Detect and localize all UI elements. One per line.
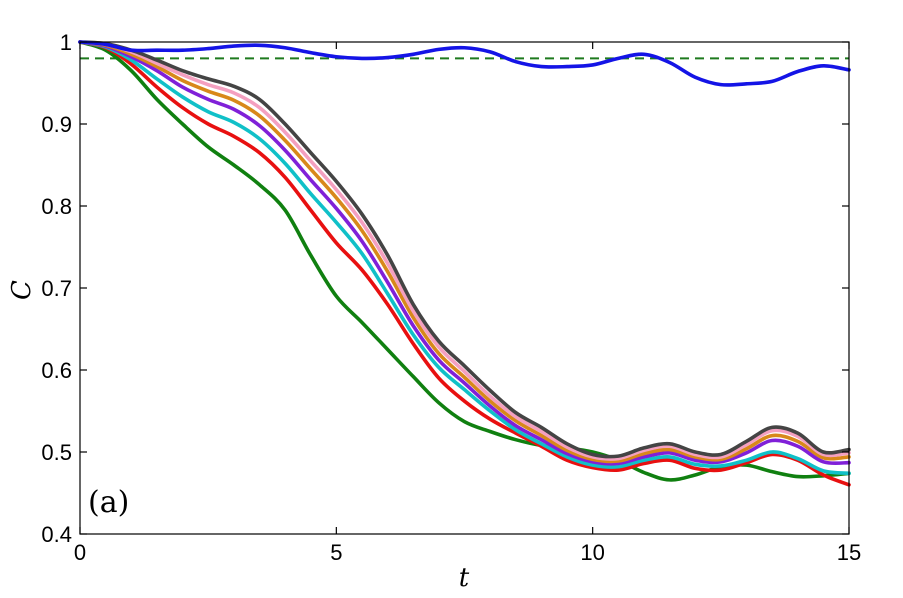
y-tick-label: 1 [60, 30, 72, 55]
series-line-7 [78, 40, 851, 487]
x-tick-label: 10 [580, 540, 604, 565]
y-tick-label: 0.7 [41, 276, 72, 301]
series-line-1 [78, 40, 851, 87]
y-tick-label: 0.9 [41, 112, 72, 137]
y-tick-label: 0.4 [41, 522, 72, 547]
panel-label: (a) [88, 485, 129, 520]
y-tick-label: 0.5 [41, 440, 72, 465]
series-line-5 [78, 40, 851, 466]
series-line-2 [78, 40, 851, 459]
series-layer [78, 40, 851, 487]
x-tick-label: 0 [74, 540, 86, 565]
series-line-3 [78, 40, 851, 461]
x-tick-label: 5 [330, 540, 342, 565]
series-line-4 [78, 40, 851, 464]
y-axis-label: C [7, 280, 37, 300]
x-tick-label: 15 [837, 540, 861, 565]
tick-layer: 0 5 10 15 0.4 0.5 0.6 0.7 0.8 0.9 1 [41, 30, 861, 565]
y-tick-label: 0.8 [41, 194, 72, 219]
series-line-8 [78, 40, 851, 482]
series-line-6 [78, 40, 851, 476]
y-tick-label: 0.6 [41, 358, 72, 383]
x-axis-label: t [459, 563, 470, 593]
